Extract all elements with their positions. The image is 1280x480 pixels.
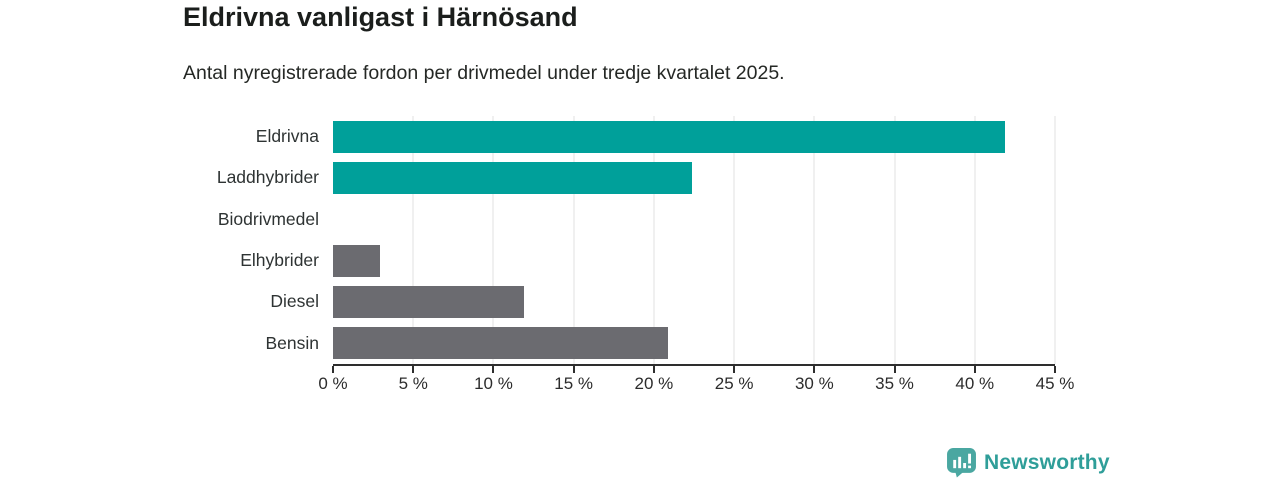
category-label: Elhybrider <box>240 250 319 271</box>
x-tick-label: 10 % <box>474 374 513 393</box>
x-tick-mark <box>572 366 575 373</box>
x-tick-label: 5 % <box>398 374 428 393</box>
gridline <box>813 116 815 364</box>
category-label: Diesel <box>270 291 319 312</box>
newsworthy-logo: Newsworthy <box>946 447 1110 478</box>
x-tick-mark <box>973 366 976 373</box>
x-tick-label: 45 % <box>1035 374 1075 393</box>
category-label: Biodrivmedel <box>217 208 319 229</box>
gridline <box>1054 116 1056 364</box>
x-axis: 0 % 5 % 10 % 15 % 20 % 25 % 30 % 35 % 40 % 45 % <box>318 364 1074 400</box>
x-tick-label: 15 % <box>554 374 594 393</box>
x-tick-label: 30 % <box>794 374 834 393</box>
bar <box>333 244 380 277</box>
x-tick-label: 35 % <box>875 374 914 393</box>
gridline <box>573 116 575 364</box>
category-label: Bensin <box>265 332 319 353</box>
x-tick-mark <box>412 366 415 373</box>
gridline <box>894 116 896 364</box>
plot-area <box>333 116 1056 364</box>
gridline <box>974 116 976 364</box>
gridline <box>653 116 655 364</box>
x-tick-mark <box>652 366 655 373</box>
category-label: Laddhybrider <box>216 167 319 188</box>
bar-chart-pin-icon <box>947 448 976 478</box>
chart-title: Eldrivna vanligast i Härnösand <box>183 2 578 32</box>
bar <box>333 162 693 194</box>
x-tick-mark <box>893 366 896 373</box>
x-tick-mark <box>332 366 334 373</box>
x-tick-mark <box>813 366 816 373</box>
x-tick-mark <box>1054 366 1056 373</box>
x-axis-line <box>333 364 1055 366</box>
x-tick-label: 25 % <box>714 374 754 393</box>
gridline <box>733 116 735 364</box>
x-tick-mark <box>733 366 736 373</box>
gridline <box>492 116 494 364</box>
bar <box>333 327 669 360</box>
x-tick-mark <box>492 366 495 373</box>
logo-text: Newsworthy <box>984 450 1110 474</box>
x-tick-label: 0 % <box>318 374 348 393</box>
category-labels: Eldrivna Laddhybrider Biodrivmedel Elhybrid… <box>120 116 319 364</box>
bar <box>333 286 524 318</box>
gridline <box>412 116 414 364</box>
x-tick-label: 40 % <box>955 374 995 393</box>
bar <box>333 120 1006 153</box>
chart-subtitle: Antal nyregistrerade fordon per drivmede… <box>183 62 785 84</box>
category-label: Eldrivna <box>255 126 319 147</box>
x-tick-label: 20 % <box>634 374 674 393</box>
